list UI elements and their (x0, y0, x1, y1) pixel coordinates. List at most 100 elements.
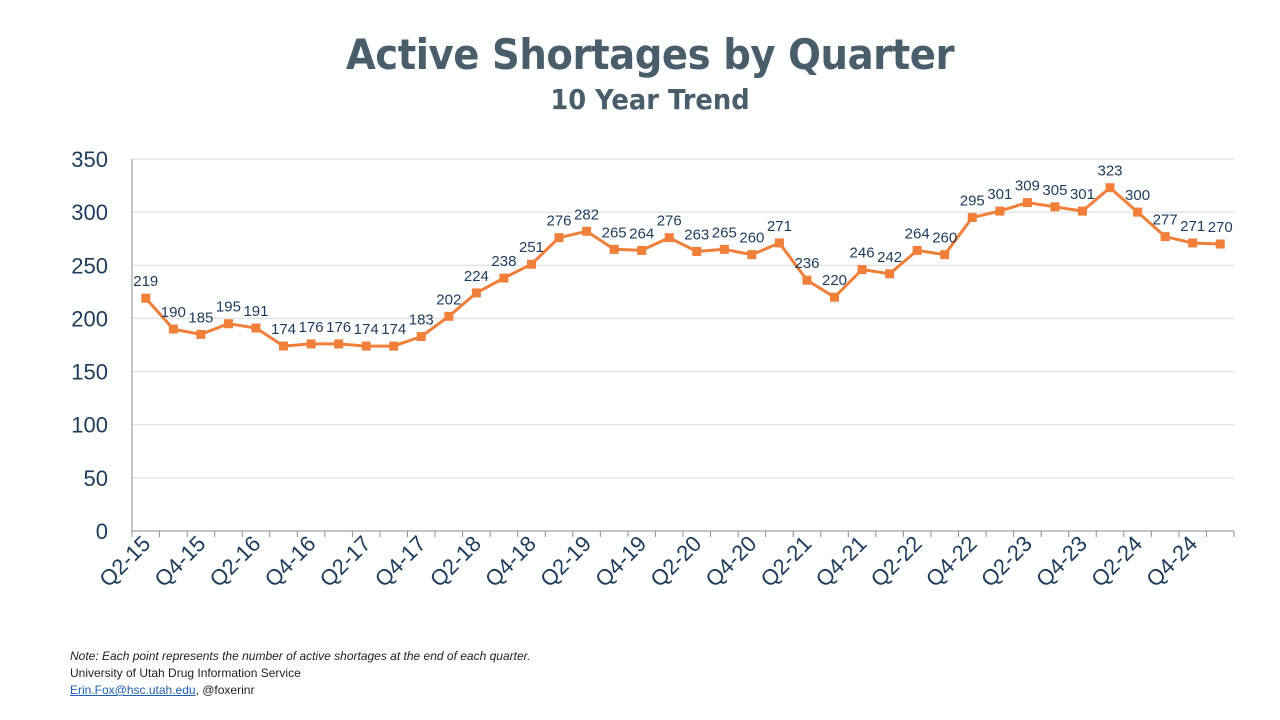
data-label: 282 (574, 206, 599, 223)
data-label: 323 (1098, 163, 1123, 180)
y-tick-label: 300 (71, 200, 108, 225)
footer-contact: Erin.Fox@hsc.utah.edu, @foxerinr (70, 682, 531, 699)
footer-note: Note: Each point represents the number o… (70, 649, 531, 663)
data-point (1022, 198, 1032, 208)
x-tick-label: Q2-18 (425, 531, 486, 592)
data-label: 301 (987, 186, 1012, 203)
data-point (747, 250, 757, 260)
x-tick-label: Q4-23 (1031, 531, 1092, 592)
data-point (857, 265, 867, 275)
line-chart: 050100150200250300350Q2-15Q4-15Q2-16Q4-1… (71, 147, 1235, 592)
data-label: 263 (684, 226, 709, 243)
data-point (1188, 238, 1198, 248)
data-label: 270 (1208, 219, 1233, 236)
data-point (1215, 239, 1225, 249)
data-point (830, 292, 840, 302)
data-point (774, 238, 784, 248)
y-tick-label: 200 (71, 306, 108, 331)
data-point (554, 233, 564, 243)
x-tick-label: Q2-17 (315, 531, 376, 592)
data-label: 219 (133, 273, 158, 290)
y-tick-label: 0 (96, 519, 108, 544)
data-label: 185 (188, 309, 213, 326)
data-point (1133, 207, 1143, 217)
data-label: 301 (1070, 186, 1095, 203)
data-label: 260 (932, 230, 957, 247)
x-tick-label: Q2-16 (205, 531, 266, 592)
data-point (361, 341, 371, 351)
data-point (471, 288, 481, 298)
y-tick-label: 250 (71, 253, 108, 278)
data-point (499, 273, 509, 283)
data-point (279, 341, 289, 351)
data-point (885, 269, 895, 279)
data-label: 191 (243, 303, 268, 320)
data-label: 264 (629, 225, 654, 242)
data-point (582, 226, 592, 236)
data-point (1160, 232, 1170, 242)
data-point (940, 250, 950, 260)
x-tick-label: Q2-23 (976, 531, 1037, 592)
data-label: 238 (491, 253, 516, 270)
data-label: 202 (436, 291, 461, 308)
data-point (196, 329, 206, 339)
series-line (144, 186, 1221, 348)
data-label: 224 (464, 268, 489, 285)
x-tick-label: Q4-19 (590, 531, 651, 592)
data-point (444, 311, 454, 321)
x-tick-label: Q4-22 (921, 531, 982, 592)
x-tick-label: Q4-18 (480, 531, 541, 592)
data-label: 300 (1125, 187, 1150, 204)
data-point (223, 319, 233, 329)
data-point (664, 233, 674, 243)
x-tick-label: Q4-20 (700, 531, 761, 592)
data-label: 176 (299, 319, 324, 336)
twitter-handle: , @foxerinr (195, 683, 255, 697)
data-label: 246 (850, 245, 875, 262)
email-link[interactable]: Erin.Fox@hsc.utah.edu (70, 683, 196, 697)
data-label: 265 (712, 224, 737, 241)
data-point (416, 331, 426, 341)
data-label: 236 (794, 255, 819, 272)
data-label: 242 (877, 249, 902, 266)
data-label: 260 (739, 230, 764, 247)
x-tick-label: Q2-20 (645, 531, 706, 592)
footer-org: University of Utah Drug Information Serv… (70, 666, 301, 680)
data-label: 271 (767, 218, 792, 235)
data-point (637, 245, 647, 255)
x-tick-label: Q4-15 (149, 531, 210, 592)
data-point (692, 246, 702, 256)
data-label: 183 (409, 311, 434, 328)
data-label: 174 (354, 321, 379, 338)
y-tick-label: 350 (71, 147, 108, 172)
data-label: 251 (519, 239, 544, 256)
data-point (995, 206, 1005, 216)
chart-title: Active Shortages by Quarter (345, 30, 955, 79)
footer: Note: Each point represents the number o… (70, 648, 531, 699)
data-point (306, 339, 316, 349)
data-label: 295 (960, 192, 985, 209)
x-tick-label: Q4-17 (370, 531, 431, 592)
data-point (719, 244, 729, 254)
data-label: 276 (657, 213, 682, 230)
data-point (912, 245, 922, 255)
data-label: 277 (1153, 212, 1178, 229)
data-label: 264 (905, 225, 930, 242)
data-label: 174 (271, 321, 296, 338)
x-tick-label: Q2-22 (866, 531, 927, 592)
data-label: 190 (161, 304, 186, 321)
y-tick-label: 50 (84, 466, 108, 491)
data-point (251, 323, 261, 333)
data-point (168, 324, 178, 334)
x-tick-label: Q2-19 (535, 531, 596, 592)
data-point (1105, 183, 1115, 193)
data-point (389, 341, 399, 351)
data-label: 265 (602, 224, 627, 241)
data-label: 271 (1180, 218, 1205, 235)
x-tick-label: Q4-16 (260, 531, 321, 592)
data-label: 309 (1015, 178, 1040, 195)
data-label: 220 (822, 272, 847, 289)
data-label: 276 (547, 213, 572, 230)
x-tick-label: Q4-21 (811, 531, 872, 592)
data-label: 195 (216, 299, 241, 316)
